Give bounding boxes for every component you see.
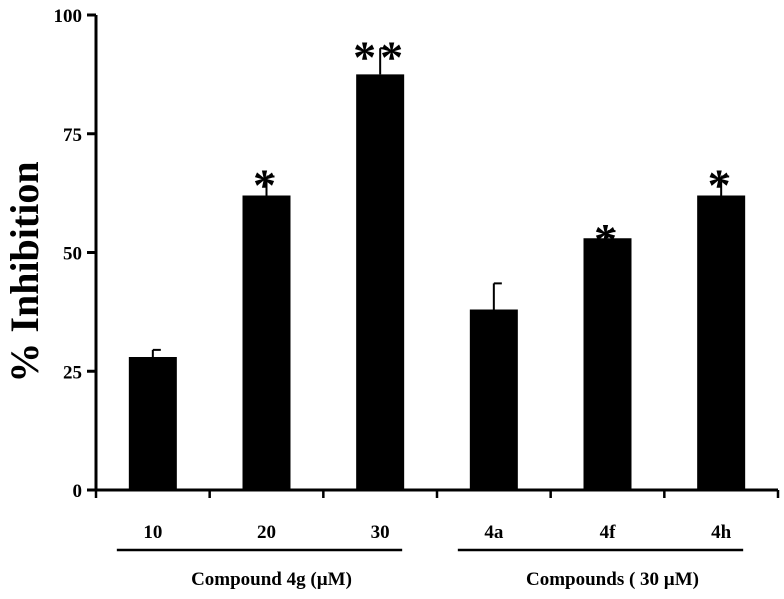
y-tick-label: 100 xyxy=(54,6,83,27)
y-tick-label: 25 xyxy=(63,362,82,383)
category-label-4f: 4f xyxy=(600,522,617,543)
category-label-4a: 4a xyxy=(484,522,504,543)
significance-marker-30: ** xyxy=(353,31,407,82)
significance-marker-4h: * xyxy=(708,160,735,211)
x-axis xyxy=(94,488,780,498)
bar-4a xyxy=(469,309,518,490)
significance-marker-4f: * xyxy=(594,214,621,265)
group-labels: Compound 4g (µM) Compounds ( 30 µM) xyxy=(116,548,744,590)
bar-4h xyxy=(697,195,746,490)
group-label: Compounds ( 30 µM) xyxy=(526,569,699,590)
bars: ***** xyxy=(128,31,746,490)
category-label-4h: 4h xyxy=(711,522,732,543)
bar-20 xyxy=(242,195,291,490)
y-tick-label: 0 xyxy=(73,481,83,502)
significance-marker-20: * xyxy=(253,160,280,211)
y-tick-label: 75 xyxy=(63,125,82,146)
bar-10 xyxy=(128,357,177,490)
category-label-30: 30 xyxy=(371,522,390,543)
y-tick-label: 50 xyxy=(63,244,82,265)
category-label-20: 20 xyxy=(257,522,276,543)
bar-4f xyxy=(583,238,632,490)
category-labels: 10 20 30 4a 4f 4h xyxy=(143,522,731,543)
category-label-10: 10 xyxy=(143,522,162,543)
bar-30 xyxy=(356,74,405,490)
y-axis-label: % Inhibition xyxy=(2,161,47,382)
y-axis: 0 25 50 75 100 xyxy=(54,6,98,502)
group-label: Compound 4g (µM) xyxy=(191,569,352,590)
